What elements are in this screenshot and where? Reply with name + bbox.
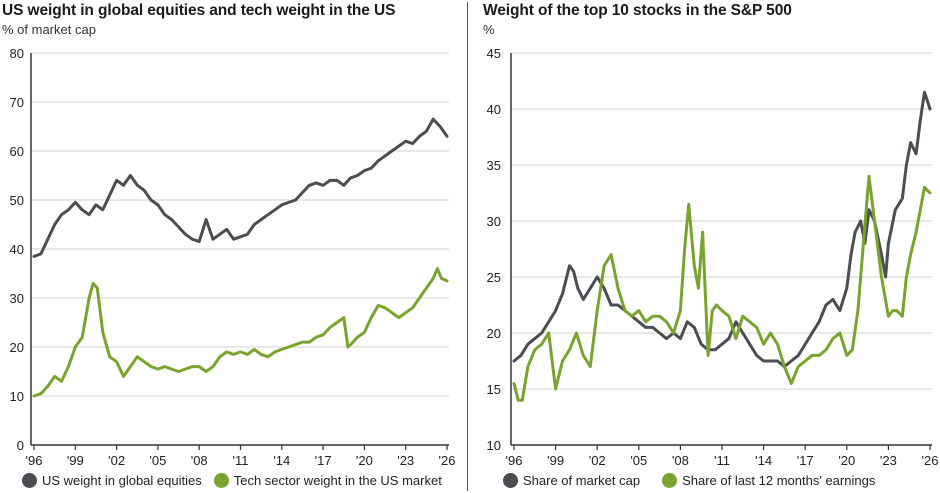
x-tick-label: '02 [108,453,125,468]
y-tick-label: 20 [487,326,501,341]
x-tick-label: '11 [233,453,249,468]
x-tick-label: '99 [67,453,84,468]
legend-item-us-weight: US weight in global equities [22,473,202,488]
x-tick-label: '05 [149,453,166,468]
legend-label: Share of market cap [523,473,641,488]
chart-panel-us-weight: US weight in global equities and tech we… [2,2,456,488]
y-tick-label: 30 [487,214,501,229]
x-tick-label: '08 [672,453,689,468]
y-tick-label: 40 [487,102,501,117]
x-tick-label: '20 [838,453,855,468]
panel-divider [467,2,468,491]
legend: US weight in global equities Tech sector… [22,473,454,488]
y-tick-label: 30 [10,291,24,306]
legend: Share of market cap Share of last 12 mon… [503,473,887,488]
legend-item-tech-weight: Tech sector weight in the US market [213,473,442,488]
y-tick-label: 50 [10,193,24,208]
chart-top10-plot: 10 15 20 25 30 35 40 45 '96 '99 '02 '05 '08 '11 '14 '17… [487,46,939,468]
y-tick-label: 60 [10,144,24,159]
y-tick-label: 40 [10,242,24,257]
chart-title: Weight of the top 10 stocks in the S&P 5… [483,2,792,19]
y-tick-label: 80 [10,46,24,61]
x-tick-label: '17 [797,453,814,468]
legend-item-market-cap: Share of market cap [503,473,640,488]
y-tick-label: 45 [487,46,501,61]
x-tick-label: '26 [439,453,456,468]
chart-title: US weight in global equities and tech we… [2,2,396,19]
y-tick-label: 10 [487,438,501,453]
x-tick-label: '05 [630,453,647,468]
x-tick-label: '11 [714,453,730,468]
x-tick-label: '14 [755,453,772,468]
x-tick-label: '26 [922,453,939,468]
y-tick-label: 70 [10,95,24,110]
y-tick-label: 20 [10,340,24,355]
legend-label: Share of last 12 months' earnings [682,473,876,488]
y-tick-label: 25 [487,270,501,285]
series-line-green [32,267,449,398]
series-line-gray [32,117,449,258]
series-line-gray [512,90,932,369]
legend-label: US weight in global equities [42,473,202,488]
y-tick-label: 35 [487,158,501,173]
x-tick-label: '99 [547,453,564,468]
x-tick-label: '08 [191,453,208,468]
y-tick-label: 15 [487,382,501,397]
chart-us-weight-plot: 0 10 20 30 40 50 60 70 80 '96 '99 '02 '05 '08 '11 '14 '1… [10,46,456,468]
chart-panel-top10: Weight of the top 10 stocks in the S&P 5… [470,0,940,493]
y-axis-label: % of market cap [2,22,96,37]
x-tick-label: '17 [315,453,332,468]
x-tick-label: '20 [356,453,373,468]
legend-label: Tech sector weight in the US market [233,473,442,488]
x-tick-label: '23 [880,453,897,468]
x-tick-label: '96 [26,453,43,468]
x-tick-label: '02 [589,453,606,468]
x-tick-label: '14 [273,453,290,468]
legend-swatch-green-icon [662,473,678,488]
legend-swatch-green-icon [213,473,229,488]
y-axis-label: % [483,22,495,37]
legend-item-earnings: Share of last 12 months' earnings [662,473,875,488]
y-tick-label: 0 [17,438,24,453]
legend-swatch-gray-icon [503,473,518,488]
legend-swatch-gray-icon [22,473,37,488]
x-tick-label: '23 [397,453,414,468]
y-tick-label: 10 [10,389,24,404]
x-tick-label: '96 [506,453,523,468]
